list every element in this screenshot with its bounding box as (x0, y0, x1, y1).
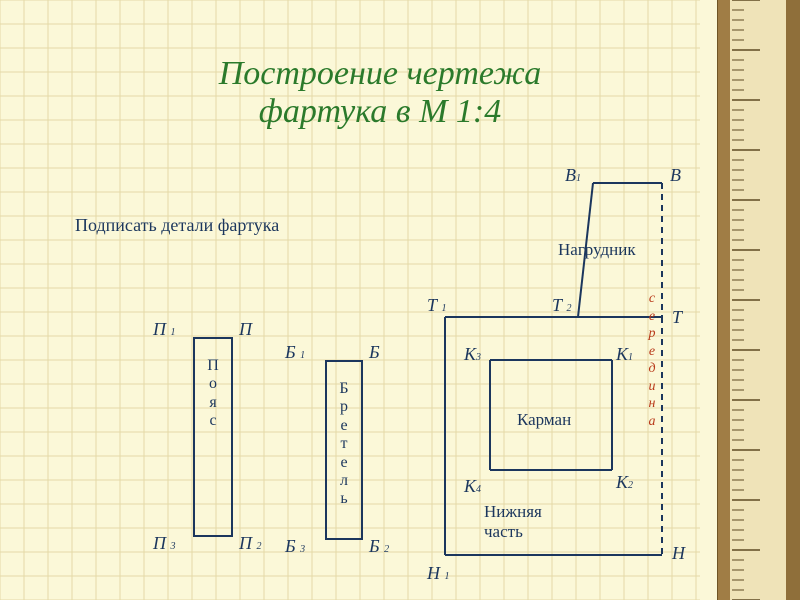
lower-label-2: часть (484, 522, 523, 542)
lower-label-1: Нижняя (484, 502, 542, 522)
pt-K3: К3 (464, 344, 481, 365)
pt-T: Т (672, 307, 682, 328)
centerline-label: середина (645, 290, 659, 430)
pt-K2: К2 (616, 472, 633, 493)
pt-H: Н (672, 543, 685, 564)
pt-V: В (670, 165, 681, 186)
strap-label: Бретель (337, 380, 351, 509)
title-line2: фартука в М 1:4 (80, 93, 680, 131)
title-line1: Построение чертежа (80, 55, 680, 93)
pt-K1: К1 (616, 344, 633, 365)
ruler-decoration (717, 0, 800, 600)
belt-label: Пояс (206, 357, 220, 431)
pt-T1: Т 1 (427, 295, 447, 316)
pt-T2: Т 2 (552, 295, 572, 316)
subtitle: Подписать детали фартука (75, 215, 279, 236)
pt-V1: В1 (565, 165, 581, 186)
bib-label: Нагрудник (558, 240, 636, 260)
page-title: Построение чертежа фартука в М 1:4 (80, 55, 680, 131)
pt-K4: К4 (464, 476, 481, 497)
pocket-label: Карман (517, 410, 571, 430)
pt-H1: Н 1 (427, 563, 450, 584)
